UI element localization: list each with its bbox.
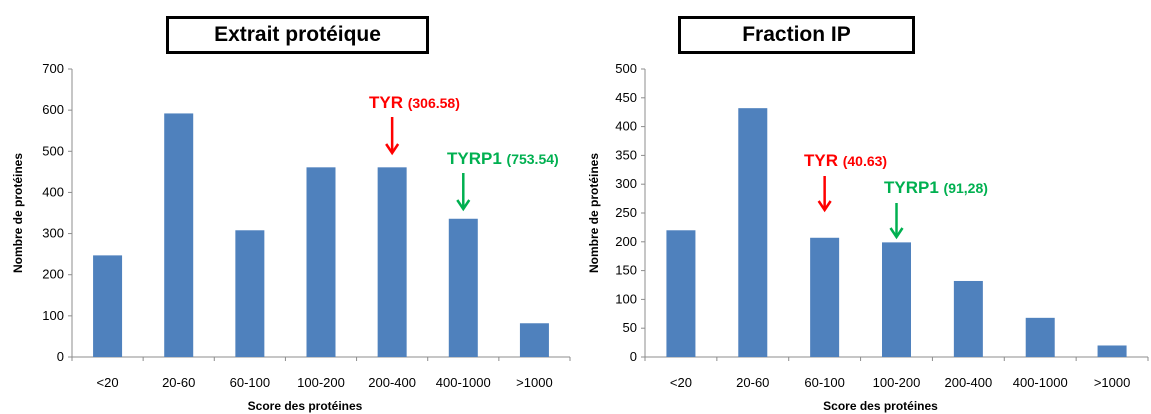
bar: [882, 242, 911, 357]
annotation-label: TYRP1 (91,28): [884, 178, 988, 197]
x-tick-label: 20-60: [736, 375, 769, 390]
x-axis-title: Score des protéines: [248, 399, 363, 413]
x-tick-label: 200-400: [944, 375, 992, 390]
y-tick-label: 200: [42, 267, 64, 282]
annotation-score: (40.63): [843, 153, 887, 169]
y-tick-label: 600: [42, 102, 64, 117]
x-tick-label: >1000: [1094, 375, 1131, 390]
bar: [164, 113, 194, 357]
annotation-protein-name: TYRP1: [447, 149, 507, 168]
bar: [810, 237, 840, 357]
x-axis-title: Score des protéines: [823, 399, 938, 413]
x-tick-label: 100-200: [873, 375, 921, 390]
bar: [448, 218, 478, 357]
y-tick-label: 350: [615, 147, 637, 162]
annotation-score: (91,28): [944, 180, 988, 196]
bar: [93, 255, 123, 357]
y-tick-label: 0: [57, 349, 64, 364]
y-tick-label: 700: [42, 61, 64, 76]
x-tick-label: 400-1000: [1013, 375, 1068, 390]
y-axis-title: Nombre de protéines: [587, 153, 601, 273]
annotation-arrow-head: [817, 200, 832, 213]
x-tick-label: <20: [670, 375, 692, 390]
bar-chart-extrait: 0 100 200 300 400 500 600 700 <20 20-60 60-100 100-…: [11, 61, 571, 413]
y-tick-label: 500: [615, 61, 637, 76]
annotation-label: TYR (306.58): [369, 93, 460, 112]
annotation-label: TYRP1 (753.54): [447, 149, 559, 168]
bar: [519, 323, 549, 357]
annotation-protein-name: TYRP1: [884, 178, 944, 197]
y-tick-label: 0: [630, 349, 637, 364]
x-tick-label: <20: [97, 375, 119, 390]
y-tick-label: 500: [42, 143, 64, 158]
bar: [377, 167, 407, 357]
x-tick-label: 60-100: [804, 375, 844, 390]
bar: [666, 230, 696, 357]
y-tick-label: 200: [615, 234, 637, 249]
y-tick-label: 300: [42, 226, 64, 241]
chart-panel-extrait: Extrait protéique 0 100 200 300 400 500 600 700…: [0, 0, 575, 414]
chart-panel-fraction-ip: Fraction IP 0 50 100 150 200 250 300 350 400 450 5…: [576, 0, 1151, 414]
bar: [1025, 317, 1055, 357]
annotation-score: (306.58): [408, 95, 460, 111]
bar: [738, 108, 768, 357]
bar: [953, 280, 983, 357]
annotation-arrow-head: [456, 199, 471, 212]
annotation-protein-name: TYR: [804, 151, 843, 170]
x-tick-label: 100-200: [297, 375, 345, 390]
bar: [1097, 345, 1127, 357]
y-tick-label: 400: [42, 184, 64, 199]
bar: [235, 230, 265, 357]
annotation-arrow-head: [385, 143, 400, 156]
x-tick-label: 60-100: [230, 375, 270, 390]
y-axis-title: Nombre de protéines: [11, 153, 25, 273]
y-tick-label: 300: [615, 176, 637, 191]
y-tick-label: 150: [615, 263, 637, 278]
x-tick-label: >1000: [516, 375, 553, 390]
y-tick-label: 450: [615, 90, 637, 105]
y-tick-label: 100: [42, 308, 64, 323]
x-tick-label: 20-60: [162, 375, 195, 390]
annotation-protein-name: TYR: [369, 93, 408, 112]
y-tick-label: 250: [615, 205, 637, 220]
bar: [306, 167, 336, 357]
chart-title: Fraction IP: [678, 16, 915, 54]
y-tick-label: 400: [615, 119, 637, 134]
x-tick-label: 200-400: [368, 375, 416, 390]
y-tick-label: 100: [615, 291, 637, 306]
bar-chart-fraction-ip: 0 50 100 150 200 250 300 350 400 450 500 <20 20-60 60…: [587, 61, 1149, 413]
y-tick-label: 50: [623, 320, 637, 335]
annotation-score: (753.54): [507, 151, 559, 167]
annotation-arrow-head: [889, 227, 904, 240]
annotation-label: TYR (40.63): [804, 151, 887, 170]
chart-title: Extrait protéique: [166, 16, 429, 54]
x-tick-label: 400-1000: [436, 375, 491, 390]
